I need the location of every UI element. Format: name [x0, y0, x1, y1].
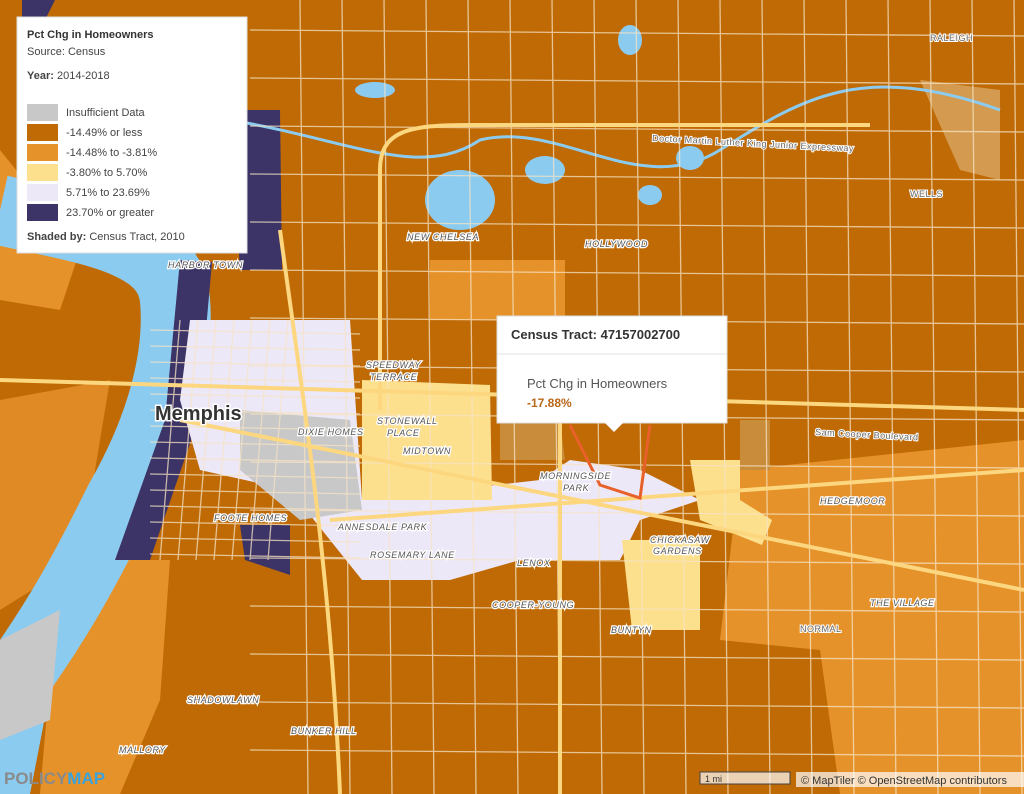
legend-swatch — [27, 124, 58, 141]
legend-shaded-by: Shaded by: Census Tract, 2010 — [27, 231, 185, 243]
tooltip-pointer — [604, 422, 624, 432]
tooltip: Census Tract: 47157002700 Pct Chg in Hom… — [496, 315, 728, 432]
logo: POLICYMAP — [4, 769, 105, 788]
legend-items: Insufficient Data -14.49% or less -14.48% … — [27, 104, 157, 221]
legend-swatch — [27, 104, 58, 121]
year: 2014-2018 — [57, 70, 110, 82]
legend-source: Source: Census — [27, 46, 106, 58]
scale-label: 1 mi — [705, 774, 722, 784]
selected-tract — [568, 424, 652, 500]
shaded-by: Census Tract, 2010 — [89, 231, 184, 243]
place-label: TERRACE — [370, 372, 418, 382]
place-label: GARDENS — [653, 546, 702, 556]
shaded-by-label: Shaded by: — [27, 231, 86, 243]
tooltip-title: Census Tract: 47157002700 — [511, 327, 680, 342]
city-label: Memphis — [155, 403, 242, 425]
place-label: SHADOWLAWN — [187, 695, 259, 705]
place-label: FOOTE HOMES — [214, 513, 287, 523]
tooltip-value: -17.88% — [527, 396, 572, 410]
place-label: LENOX — [517, 558, 551, 568]
street-label: NORMAL — [800, 624, 842, 634]
area — [115, 260, 212, 560]
area — [362, 380, 492, 500]
legend-year: Year: 2014-2018 — [27, 70, 110, 82]
street-label: WELLS — [910, 189, 943, 199]
attribution-box — [796, 772, 1024, 787]
place-label: HARBOR TOWN — [168, 260, 243, 270]
scale-bar — [699, 771, 791, 785]
area — [22, 0, 55, 20]
area — [430, 260, 565, 320]
place-label: HEDGEMOOR — [820, 496, 885, 506]
place-label: COOPER-YOUNG — [492, 600, 574, 610]
street-label: RALEIGH — [930, 33, 973, 43]
place-label: NEW CHELSEA — [407, 232, 479, 242]
place-label: SPEEDWAY — [366, 360, 421, 370]
area — [740, 420, 770, 470]
area — [500, 420, 565, 460]
lake — [355, 82, 395, 98]
area — [0, 610, 60, 740]
lake — [618, 25, 642, 55]
place-label: MIDTOWN — [403, 446, 451, 456]
legend-swatch — [27, 204, 58, 221]
legend-label: -14.48% to -3.81% — [66, 147, 157, 159]
lake — [425, 170, 495, 230]
place-label: BUNTYN — [611, 625, 652, 635]
attribution: © MapTiler © OpenStreetMap contributors — [801, 775, 1007, 787]
place-label: PARK — [563, 483, 590, 493]
legend-label: -3.80% to 5.70% — [66, 167, 148, 179]
legend: Pct Chg in Homeowners Source: Census Yea… — [16, 16, 248, 254]
logo-right: MAP — [67, 769, 105, 788]
place-label: MORNINGSIDE — [540, 471, 611, 481]
legend-swatch — [27, 184, 58, 201]
area — [0, 380, 110, 610]
place-label: BUNKER HILL — [291, 726, 357, 736]
lake — [638, 185, 662, 205]
legend-title: Pct Chg in Homeowners — [27, 29, 154, 41]
area — [920, 80, 1000, 180]
legend-label: 5.71% to 23.69% — [66, 187, 150, 199]
place-label: THE VILLAGE — [870, 598, 935, 608]
legend-label: Insufficient Data — [66, 107, 146, 119]
place-label: PLACE — [387, 428, 420, 438]
place-label: STONEWALL — [377, 416, 438, 426]
place-label: ANNESDALE PARK — [337, 522, 428, 532]
area — [720, 440, 1024, 794]
place-label: HOLLYWOOD — [585, 239, 648, 249]
legend-swatch — [27, 144, 58, 161]
place-label: DIXIE HOMES — [298, 427, 364, 437]
year-label: Year: — [27, 70, 54, 82]
area — [690, 460, 772, 545]
place-label: MALLORY — [119, 745, 166, 755]
place-label: ROSEMARY LANE — [370, 550, 455, 560]
place-label: CHICKASAW — [650, 535, 711, 545]
legend-label: -14.49% or less — [66, 127, 143, 139]
legend-swatch — [27, 164, 58, 181]
tooltip-metric: Pct Chg in Homeowners — [527, 376, 668, 391]
lake — [525, 156, 565, 184]
legend-label: 23.70% or greater — [66, 207, 154, 219]
logo-left: POLICY — [4, 769, 68, 788]
